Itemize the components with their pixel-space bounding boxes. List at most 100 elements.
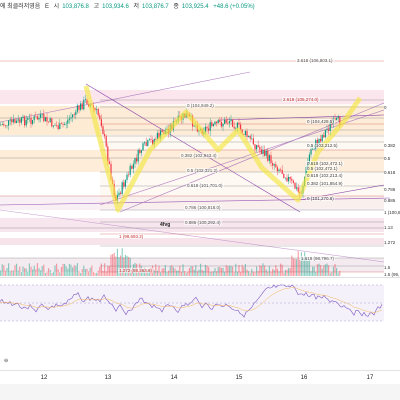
fib-level-label-small: 0.382 (101,854.9)	[306, 181, 344, 186]
candle-body	[291, 178, 293, 181]
candle-body	[9, 119, 11, 121]
candle-body	[249, 135, 251, 139]
volume-bar	[305, 257, 307, 276]
volume-bar	[315, 271, 317, 276]
candle-body	[139, 149, 141, 153]
volume-bar	[100, 263, 102, 276]
price-axis-label: 0.382	[384, 143, 396, 148]
candle-body	[110, 163, 112, 180]
volume-bar	[80, 272, 82, 276]
candle-body	[124, 180, 126, 187]
time-axis[interactable]: 12 13 14 15 16 17	[0, 370, 400, 385]
volume-bar	[180, 272, 182, 276]
candle-body	[44, 117, 46, 122]
volume-bar	[232, 266, 234, 276]
candle-body	[224, 119, 226, 124]
volume-bar	[244, 263, 246, 276]
volume-bar	[60, 266, 62, 276]
volume-bar	[158, 265, 160, 276]
volume-bar	[288, 268, 290, 276]
x-tick-label: 13	[104, 375, 112, 381]
candle-body	[145, 142, 147, 146]
fib-level-label-small: 0.618 (102,472.1)	[306, 161, 344, 166]
fib-zone-band	[0, 238, 384, 245]
rsi-pane[interactable]	[0, 279, 400, 341]
candle-body	[153, 139, 155, 145]
candle-body	[292, 180, 294, 183]
candle-body	[294, 182, 296, 189]
volume-bar	[102, 270, 104, 276]
fib-level-label: 0.618 (101,701.0)	[186, 183, 224, 188]
volume-bar	[14, 265, 16, 276]
candle-body	[308, 154, 310, 163]
candle-body	[337, 116, 339, 118]
candle-body	[118, 192, 120, 196]
candle-body	[123, 182, 125, 187]
price-chart-canvas[interactable]	[0, 14, 400, 276]
volume-bar	[83, 265, 85, 276]
volume-bar	[284, 270, 286, 276]
candle-body	[24, 116, 26, 126]
price-axis-label: 0.786	[384, 187, 396, 192]
volume-bar	[302, 257, 304, 276]
volume-bar	[91, 265, 93, 276]
candle-body	[67, 119, 69, 124]
candle-body	[296, 187, 298, 189]
fib-level-label: 0.5 (102,321.2)	[186, 168, 219, 173]
close-label: 종	[173, 4, 179, 10]
candle-body	[96, 109, 98, 110]
volume-bar	[192, 266, 194, 276]
price-axis-label: 1.5	[384, 265, 391, 270]
volume-bar	[163, 268, 165, 276]
volume-bar	[3, 265, 5, 276]
fib-level-label-small: 0.5 (103,212.5)	[306, 143, 339, 148]
candle-body	[305, 167, 307, 178]
candle-body	[16, 120, 18, 123]
candle-body	[275, 164, 277, 168]
volume-bar	[32, 269, 34, 276]
volume-bar	[318, 263, 320, 276]
volume-bar	[107, 265, 109, 276]
candle-body	[222, 123, 224, 127]
volume-bar	[62, 263, 64, 276]
fib-level-label: 1.272 (98,263.8)	[118, 268, 154, 273]
symbol-label[interactable]: E	[44, 4, 49, 10]
volume-bar	[316, 264, 318, 276]
candle-body	[76, 105, 78, 112]
candle-body	[326, 129, 328, 130]
volume-bar	[291, 255, 293, 276]
candle-body	[17, 119, 19, 121]
candle-body	[137, 149, 139, 162]
volume-bar	[174, 268, 176, 276]
volume-bar	[264, 265, 266, 276]
candle-body	[22, 116, 24, 118]
candle-body	[20, 117, 22, 123]
volume-bar	[72, 267, 74, 276]
price-axis-label: 0.5	[384, 156, 391, 161]
candle-body	[310, 149, 312, 155]
candle-body	[6, 125, 8, 127]
candle-body	[40, 114, 42, 118]
pane-divider[interactable]	[0, 277, 400, 278]
volume-bar	[292, 258, 294, 276]
volume-bar	[201, 269, 203, 276]
fib-zone-band	[0, 196, 384, 210]
candle-body	[80, 103, 82, 110]
volume-bar	[328, 265, 330, 276]
candle-body	[81, 103, 83, 110]
volume-bar	[75, 265, 77, 276]
volume-bar	[64, 264, 66, 276]
candle-body	[278, 169, 280, 172]
volume-bar	[262, 263, 264, 276]
volume-bar	[110, 254, 112, 276]
candle-body	[228, 121, 230, 124]
volume-bar	[6, 268, 8, 276]
zoom-out-icon[interactable]: ⊖	[4, 358, 9, 364]
volume-bar	[187, 271, 189, 276]
volume-bar	[43, 264, 45, 276]
volume-bar	[161, 268, 163, 276]
harmonic-pattern[interactable]	[83, 85, 363, 213]
candle-body	[28, 117, 30, 119]
volume-bar	[84, 269, 86, 276]
candle-body	[336, 117, 338, 120]
